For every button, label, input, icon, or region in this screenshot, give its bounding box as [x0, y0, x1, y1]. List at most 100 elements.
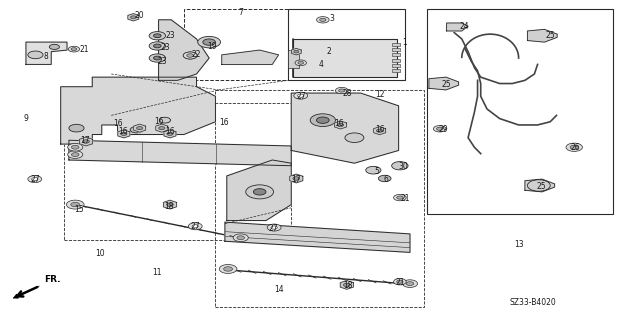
Polygon shape [291, 48, 301, 55]
Circle shape [394, 195, 406, 201]
Polygon shape [290, 174, 303, 183]
Circle shape [246, 185, 273, 199]
Circle shape [344, 283, 350, 287]
Bar [392, 53, 400, 56]
Circle shape [183, 52, 197, 59]
Circle shape [437, 127, 443, 130]
Circle shape [72, 145, 79, 149]
Text: FR.: FR. [44, 275, 60, 284]
Circle shape [130, 16, 136, 19]
Polygon shape [69, 140, 291, 166]
Circle shape [159, 127, 165, 130]
Text: 18: 18 [343, 281, 353, 290]
Text: 30: 30 [399, 162, 408, 171]
Circle shape [298, 61, 304, 64]
Polygon shape [341, 281, 353, 289]
Circle shape [68, 143, 83, 151]
Circle shape [160, 117, 171, 123]
Text: 17: 17 [80, 136, 89, 145]
Text: 26: 26 [570, 143, 580, 152]
Text: 9: 9 [23, 114, 28, 123]
Circle shape [339, 89, 345, 92]
Circle shape [149, 54, 166, 62]
Text: 4: 4 [319, 60, 324, 69]
Text: 20: 20 [135, 12, 144, 20]
Text: 21: 21 [400, 194, 410, 203]
Text: 16: 16 [219, 118, 229, 127]
Circle shape [219, 265, 237, 273]
Bar [184, 9, 288, 80]
Text: 28: 28 [342, 89, 351, 98]
Circle shape [293, 177, 299, 180]
Text: 11: 11 [153, 268, 162, 277]
Text: 21: 21 [395, 278, 404, 287]
Bar [293, 39, 398, 77]
Circle shape [130, 126, 143, 133]
Circle shape [345, 133, 364, 142]
Circle shape [237, 236, 244, 240]
Polygon shape [156, 124, 168, 132]
Circle shape [379, 175, 391, 182]
Bar [392, 59, 400, 62]
Circle shape [28, 176, 42, 183]
Polygon shape [373, 127, 385, 135]
Circle shape [137, 127, 143, 130]
Circle shape [271, 226, 277, 229]
Circle shape [71, 48, 77, 51]
Circle shape [294, 92, 308, 99]
Text: 22: 22 [192, 50, 201, 59]
Text: 12: 12 [375, 90, 384, 99]
Circle shape [183, 52, 197, 59]
Text: 27: 27 [30, 175, 41, 184]
Circle shape [223, 267, 232, 271]
Circle shape [203, 39, 215, 45]
Circle shape [149, 42, 166, 50]
Circle shape [295, 60, 306, 66]
Polygon shape [134, 124, 146, 132]
Text: 17: 17 [291, 175, 301, 184]
Polygon shape [128, 13, 139, 21]
Circle shape [267, 224, 281, 231]
Text: 21: 21 [79, 44, 89, 54]
Circle shape [233, 234, 248, 242]
Circle shape [320, 18, 326, 21]
Circle shape [527, 180, 550, 191]
Bar [288, 9, 405, 80]
Polygon shape [118, 130, 130, 138]
Text: 25: 25 [537, 182, 546, 191]
Text: 14: 14 [274, 284, 284, 293]
Text: 3: 3 [330, 14, 335, 23]
Circle shape [154, 56, 161, 60]
Circle shape [68, 151, 83, 158]
Bar [392, 48, 400, 51]
Circle shape [69, 124, 84, 132]
Polygon shape [164, 130, 176, 138]
Circle shape [294, 50, 299, 53]
Text: 15: 15 [74, 205, 84, 214]
Text: 16: 16 [154, 117, 163, 126]
Circle shape [166, 203, 173, 206]
Text: 16: 16 [375, 125, 384, 134]
Polygon shape [222, 50, 279, 64]
Bar [392, 43, 400, 46]
Circle shape [316, 17, 329, 23]
Circle shape [298, 94, 304, 97]
Circle shape [121, 132, 127, 135]
Circle shape [192, 225, 198, 228]
Text: 16: 16 [118, 127, 127, 136]
Circle shape [434, 125, 446, 132]
Text: SZ33-B4020: SZ33-B4020 [509, 298, 556, 307]
Circle shape [403, 280, 418, 287]
Circle shape [71, 202, 80, 207]
Text: 19: 19 [207, 42, 216, 52]
Bar [392, 69, 400, 72]
Polygon shape [447, 23, 468, 31]
Circle shape [68, 46, 80, 52]
Polygon shape [429, 77, 459, 90]
Circle shape [66, 200, 84, 209]
Text: 29: 29 [438, 125, 448, 134]
Polygon shape [334, 121, 346, 129]
Text: 16: 16 [113, 119, 123, 128]
Text: 10: 10 [96, 250, 105, 259]
Text: 13: 13 [514, 240, 523, 249]
